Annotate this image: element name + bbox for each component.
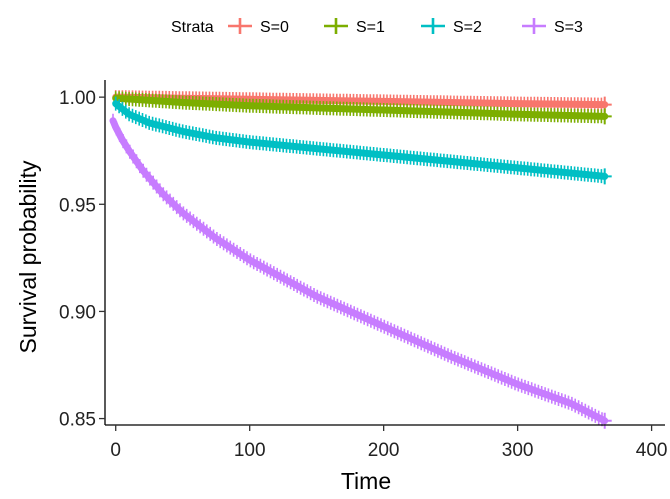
legend-key (522, 18, 546, 34)
legend-title: Strata (171, 19, 214, 36)
legend-item: S=1 (324, 18, 385, 36)
end-marker (597, 412, 612, 429)
series-S2 (112, 96, 612, 185)
y-axis-title: Survival probability (15, 160, 41, 354)
legend-items: S=0 S=1 S=2 S=3 (228, 18, 583, 36)
plot-area: 0 100 200 300 400 0.85 0.90 0.95 1.00 (59, 80, 667, 461)
censor-marks (114, 96, 606, 184)
series-S3 (109, 113, 612, 429)
x-tick-label: 200 (368, 440, 400, 461)
legend-key (228, 18, 252, 34)
censor-marks (112, 113, 603, 427)
y-tick-label: 1.00 (59, 88, 96, 109)
legend-item: S=3 (522, 18, 583, 36)
legend-label: S=2 (453, 19, 482, 36)
end-marker (597, 168, 612, 185)
legend-key (421, 18, 445, 34)
legend-item: S=2 (421, 18, 482, 36)
series-S1 (112, 91, 612, 125)
x-tick-label: 300 (502, 440, 534, 461)
end-marker (597, 108, 612, 125)
legend-label: S=0 (260, 19, 289, 36)
y-axis: 0.85 0.90 0.95 1.00 (59, 80, 106, 431)
y-tick-label: 0.90 (59, 302, 96, 323)
x-axis: 0 100 200 300 400 (105, 424, 668, 461)
x-axis-title: Time (341, 468, 391, 494)
y-tick-label: 0.85 (59, 410, 96, 431)
legend-label: S=3 (554, 19, 583, 36)
series-layer (109, 90, 612, 429)
x-tick-label: 100 (234, 440, 266, 461)
legend-key (324, 18, 348, 34)
x-tick-label: 400 (636, 440, 668, 461)
x-tick-label: 0 (110, 440, 121, 461)
legend: Strata S=0 S=1 S=2 S=3 (171, 18, 583, 36)
legend-item: S=0 (228, 18, 289, 36)
legend-label: S=1 (356, 19, 385, 36)
y-tick-label: 0.95 (59, 195, 96, 216)
